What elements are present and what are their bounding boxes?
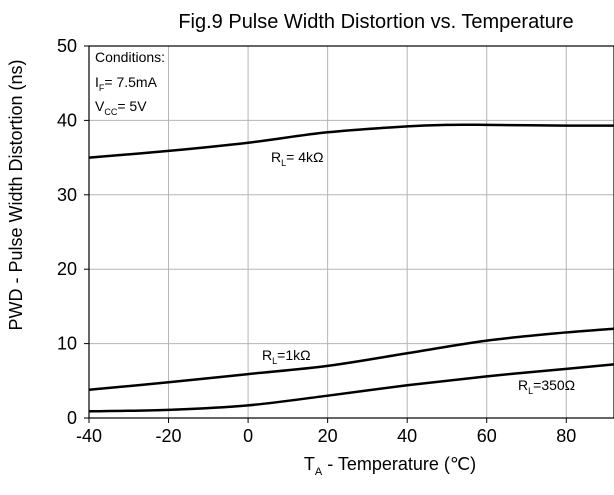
chart-title: Fig.9 Pulse Width Distortion vs. Tempera… (178, 11, 573, 33)
y-tick-label: 0 (67, 408, 77, 428)
tick-labels: -40 -20 0 20 40 60 80 0 10 20 30 40 50 (57, 36, 576, 446)
x-tick-label: 80 (556, 426, 576, 446)
series-layer (88, 123, 614, 413)
x-tick-label: 60 (477, 426, 497, 446)
y-tick-label: 20 (57, 259, 77, 279)
x-axis-label-sub: A (315, 466, 323, 478)
x-axis-label: TA - Temperature (℃) (304, 454, 476, 478)
x-tick-label: 40 (397, 426, 417, 446)
x-tick-label: 0 (243, 426, 253, 446)
y-tick-label: 10 (57, 334, 77, 354)
conditions-heading: Conditions: (95, 49, 165, 65)
series-line-1 (88, 327, 614, 391)
conditions-vcc: VCC= 5V (95, 98, 147, 117)
series-labels: RL= 4kΩ RL=1kΩ RL=350Ω (262, 149, 575, 396)
series-label-1k: RL=1kΩ (262, 347, 311, 366)
y-axis-label: PWD - Pulse Width Distortion (ns) (6, 59, 26, 330)
y-tick-label: 40 (57, 110, 77, 130)
x-tick-label: 20 (318, 426, 338, 446)
series-label-350: RL=350Ω (518, 377, 575, 396)
y-tick-label: 30 (57, 185, 77, 205)
y-tick-label: 50 (57, 36, 77, 56)
x-tick-label: -20 (156, 426, 182, 446)
grid (89, 46, 614, 418)
x-axis-label-rest: - Temperature (℃) (322, 454, 476, 474)
series-line-2 (88, 363, 614, 413)
x-axis-label-main: T (304, 454, 315, 474)
conditions-if: IF= 7.5mA (95, 74, 158, 93)
x-tick-label: -40 (76, 426, 102, 446)
series-line-0 (88, 123, 614, 159)
conditions-box: Conditions: IF= 7.5mA VCC= 5V (95, 49, 165, 117)
plot-frame (88, 45, 614, 419)
series-label-4k: RL= 4kΩ (271, 149, 323, 168)
